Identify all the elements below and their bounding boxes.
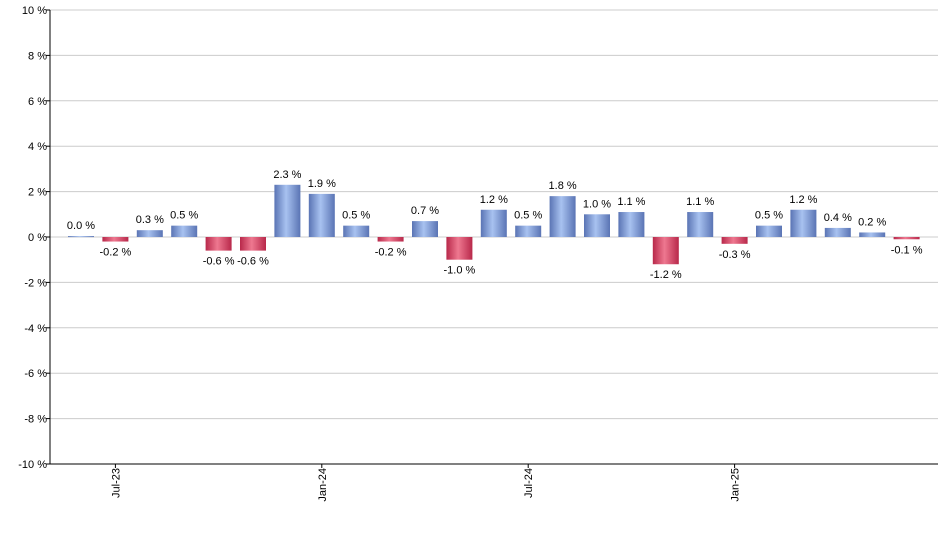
y-tick-label: 10 % xyxy=(22,5,47,17)
bar-May-24 xyxy=(446,237,473,260)
y-tick-label: 2 % xyxy=(28,187,47,199)
bar-Jun-24 xyxy=(480,209,507,237)
value-label: 0.5 % xyxy=(514,210,542,222)
bar-Jul-24 xyxy=(515,225,542,237)
x-tick-label: Jul-23 xyxy=(110,468,122,498)
y-tick-labels: 10 % 8 % 6 % 4 % 2 % 0 % -2 % -4 % -6 % -8 % -10 % xyxy=(18,5,47,471)
y-tick-label: 4 % xyxy=(28,141,47,153)
bar-Aug-24 xyxy=(549,196,576,237)
bar-Aug-23 xyxy=(136,230,163,237)
value-label: 0.7 % xyxy=(411,205,439,217)
bar-Oct-24 xyxy=(618,212,645,237)
x-tick-labels: Jul-23 Jan-24 Jul-24 Jan-25 xyxy=(110,464,742,502)
bar-Dec-24 xyxy=(687,212,714,237)
bar-Mar-24 xyxy=(377,237,404,242)
value-label: -0.2 % xyxy=(100,247,132,259)
y-tick-label: -6 % xyxy=(24,368,47,380)
value-label: 0.5 % xyxy=(342,210,370,222)
value-label: 1.2 % xyxy=(480,194,508,206)
y-tick-label: -4 % xyxy=(24,323,47,335)
bar-Feb-24 xyxy=(343,225,370,237)
x-tick-label: Jan-24 xyxy=(317,468,329,502)
value-label: 0.2 % xyxy=(858,216,886,228)
bar-May-25 xyxy=(859,232,886,237)
bar-Feb-25 xyxy=(756,225,782,237)
bar-Jun-25 xyxy=(893,237,920,240)
bar-Sep-23 xyxy=(171,225,198,237)
bar-Apr-25 xyxy=(824,227,851,237)
value-label: -0.2 % xyxy=(375,247,407,259)
value-labels: 0.0 % -0.2 % 0.3 % 0.5 % -0.6 % -0.6 % 2.3 % 1.… xyxy=(67,169,923,281)
value-label: 1.0 % xyxy=(583,198,611,210)
value-label: -0.1 % xyxy=(891,244,923,256)
bar-Jun-23 xyxy=(68,236,94,238)
bars xyxy=(68,184,920,265)
bar-Apr-24 xyxy=(412,221,438,237)
value-label: 0.0 % xyxy=(67,220,95,232)
y-tick-label: 6 % xyxy=(28,96,47,108)
axes xyxy=(49,10,938,465)
value-label: -0.6 % xyxy=(237,256,269,268)
x-tick-label: Jul-24 xyxy=(523,468,535,498)
value-label: -1.2 % xyxy=(650,269,682,281)
bar-Jan-25 xyxy=(721,237,748,244)
value-label: 1.9 % xyxy=(308,178,336,190)
value-label: 0.5 % xyxy=(170,210,198,222)
x-tick-label: Jan-25 xyxy=(730,468,742,502)
value-label: 1.1 % xyxy=(617,196,645,208)
value-label: -0.3 % xyxy=(719,249,751,261)
bar-Sep-24 xyxy=(584,214,610,237)
bar-Dec-23 xyxy=(274,184,301,237)
value-label: 1.8 % xyxy=(549,180,577,192)
value-label: 0.4 % xyxy=(824,212,852,224)
y-tick-label: 8 % xyxy=(28,50,47,62)
bar-Jul-23 xyxy=(102,237,129,242)
value-label: -1.0 % xyxy=(444,265,476,277)
bar-Mar-25 xyxy=(790,209,817,237)
bar-Nov-24 xyxy=(652,237,679,265)
bar-Nov-23 xyxy=(240,237,266,251)
value-label: 0.3 % xyxy=(136,214,164,226)
y-tick-label: -2 % xyxy=(24,277,47,289)
bar-Jan-24 xyxy=(308,193,335,237)
value-label: 1.1 % xyxy=(686,196,714,208)
value-label: 0.5 % xyxy=(755,210,783,222)
value-label: -0.6 % xyxy=(203,256,235,268)
y-tick-label: -8 % xyxy=(24,414,47,426)
y-tick-label: -10 % xyxy=(18,459,47,471)
value-label: 1.2 % xyxy=(789,194,817,206)
value-label: 2.3 % xyxy=(273,169,301,181)
y-tick-label: 0 % xyxy=(28,232,47,244)
bar-Oct-23 xyxy=(205,237,232,251)
